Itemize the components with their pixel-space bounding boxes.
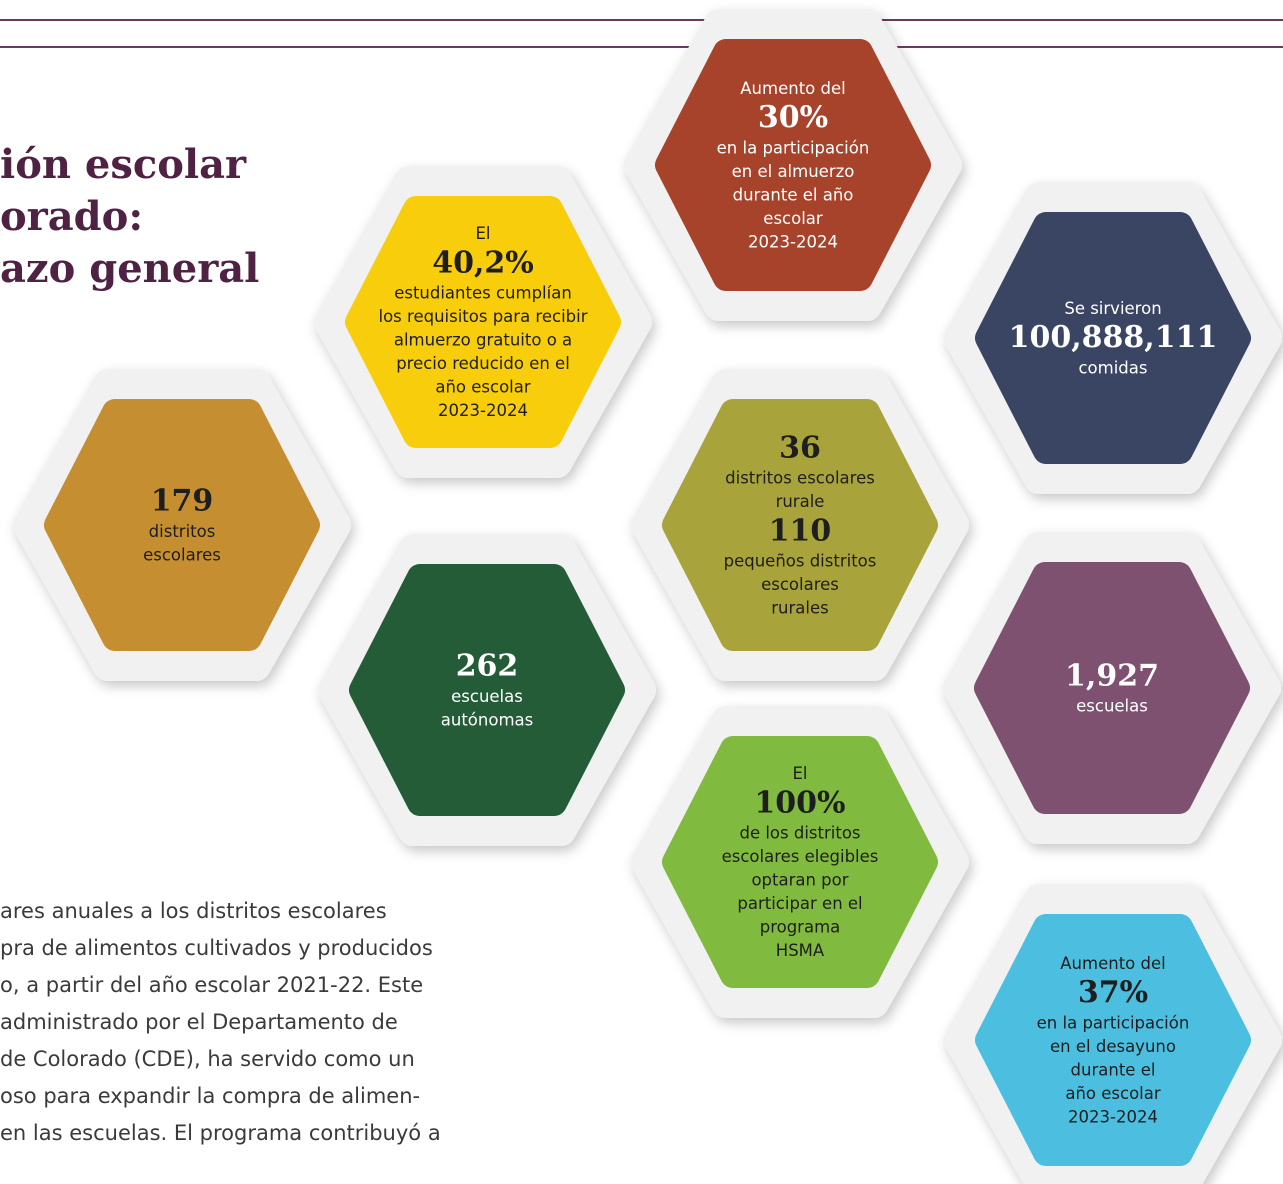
hexagon-fill bbox=[44, 399, 320, 651]
title-line: orado: bbox=[0, 193, 143, 240]
hexagon: Aumento del 37% en la participación en el d… bbox=[944, 884, 1282, 1184]
hexagon-figure: 100,888,111 bbox=[1009, 320, 1218, 355]
hexagon: 36 distritos escolares rurale 110 pequeños d… bbox=[631, 369, 969, 681]
hexagon-text: participar en el bbox=[737, 894, 862, 913]
hexagon-text: escuelas bbox=[451, 687, 523, 706]
body-line: administrado por el Departamento de bbox=[0, 1010, 398, 1034]
hexagon-fill bbox=[975, 914, 1251, 1166]
hexagon-text: distritos escolares bbox=[725, 469, 875, 488]
hexagon: Se sirvieron 100,888,111 comidas bbox=[944, 182, 1282, 494]
hexagon-text: año escolar bbox=[1065, 1084, 1161, 1103]
hexagon-fill bbox=[349, 564, 625, 816]
hexagon-text: año escolar bbox=[435, 378, 531, 397]
hexagon-fill bbox=[974, 562, 1250, 814]
hexagon: El 40,2% estudiantes cumplían los requisito… bbox=[314, 166, 652, 478]
hexagon-figure: 1,927 bbox=[1065, 658, 1159, 693]
hexagon-text: distritos bbox=[149, 522, 216, 541]
hexagon-text: Se sirvieron bbox=[1064, 299, 1161, 318]
hexagon-text: en el desayuno bbox=[1050, 1037, 1176, 1056]
body-line: oso para expandir la compra de alimen- bbox=[0, 1084, 420, 1108]
hexagon-text: en el almuerzo bbox=[732, 162, 855, 181]
hexagon-text: El bbox=[792, 764, 807, 783]
hexagon-fill bbox=[662, 736, 938, 988]
title: ión escolar orado: azo general bbox=[0, 141, 259, 292]
body-line: o, a partir del año escolar 2021-22. Est… bbox=[0, 973, 423, 997]
hexagon-fill bbox=[345, 196, 621, 448]
hexagon-text: estudiantes cumplían bbox=[394, 284, 572, 303]
hexagon: Aumento del 30% en la participación en el a… bbox=[624, 9, 962, 321]
hexagon-grid: Aumento del 30% en la participación en el a… bbox=[13, 9, 1282, 1184]
body-text: ares anuales a los distritos escolares pr… bbox=[0, 899, 441, 1145]
hexagon-text: pequeños distritos bbox=[724, 552, 877, 571]
hexagon-text: de los distritos bbox=[739, 824, 860, 843]
hexagon-text: El bbox=[475, 224, 490, 243]
hexagon: 262 escuelas autónomas bbox=[318, 534, 656, 846]
hexagon-text: almuerzo gratuito o a bbox=[394, 331, 572, 350]
hexagon-text: escolares elegibles bbox=[722, 847, 879, 866]
hexagon: El 100% de los distritos escolares elegible… bbox=[631, 706, 969, 1018]
hexagon-figure: 110 bbox=[769, 513, 832, 548]
title-line: ión escolar bbox=[0, 141, 247, 188]
body-line: en las escuelas. El programa contribuyó … bbox=[0, 1121, 441, 1145]
hexagon-text: escolares bbox=[761, 575, 839, 594]
hexagon-fill bbox=[662, 399, 938, 651]
body-line: pra de alimentos cultivados y producidos bbox=[0, 936, 433, 960]
hexagon-text: 2023-2024 bbox=[748, 232, 838, 251]
hexagon-text: escolares bbox=[143, 545, 221, 564]
hexagon-figure: 179 bbox=[151, 484, 214, 519]
hexagon: 179 distritos escolares bbox=[13, 369, 351, 681]
hexagon-text: precio reducido en el bbox=[396, 354, 570, 373]
hexagon-figure: 37% bbox=[1078, 975, 1148, 1010]
hexagon-figure: 30% bbox=[758, 100, 828, 135]
hexagon-text: comidas bbox=[1078, 358, 1147, 377]
hexagon-text: HSMA bbox=[776, 941, 825, 960]
body-line: ares anuales a los distritos escolares bbox=[0, 899, 387, 923]
hexagon-figure: 262 bbox=[456, 649, 519, 684]
hexagon-text: optaran por bbox=[751, 871, 848, 890]
hexagon-text: 2023-2024 bbox=[438, 401, 528, 420]
body-line: de Colorado (CDE), ha servido como un bbox=[0, 1047, 415, 1071]
hexagon-text: durante el bbox=[1071, 1060, 1156, 1079]
hexagon-text: Aumento del bbox=[1060, 954, 1165, 973]
hexagon-text: en la participación bbox=[1037, 1013, 1190, 1032]
hexagon-fill bbox=[655, 39, 931, 291]
hexagon-figure: 100% bbox=[754, 785, 845, 820]
hexagon-figure: 36 bbox=[779, 430, 821, 465]
hexagon-text: escuelas bbox=[1076, 697, 1148, 716]
hexagon-fill bbox=[975, 212, 1251, 464]
hexagon-text: rurale bbox=[776, 492, 825, 511]
hexagon: 1,927 escuelas bbox=[943, 532, 1281, 844]
hexagon-figure: 40,2% bbox=[432, 245, 534, 280]
hexagon-text: durante el año bbox=[733, 185, 854, 204]
hexagon-text: autónomas bbox=[441, 710, 533, 729]
hexagon-text: rurales bbox=[771, 599, 828, 618]
title-line: azo general bbox=[0, 245, 259, 292]
hexagon-text: programa bbox=[760, 918, 841, 937]
hexagon-text: los requisitos para recibir bbox=[379, 307, 588, 326]
hexagon-text: escolar bbox=[763, 209, 823, 228]
hexagon-text: Aumento del bbox=[740, 79, 845, 98]
hexagon-text: 2023-2024 bbox=[1068, 1107, 1158, 1126]
hexagon-text: en la participación bbox=[717, 138, 870, 157]
